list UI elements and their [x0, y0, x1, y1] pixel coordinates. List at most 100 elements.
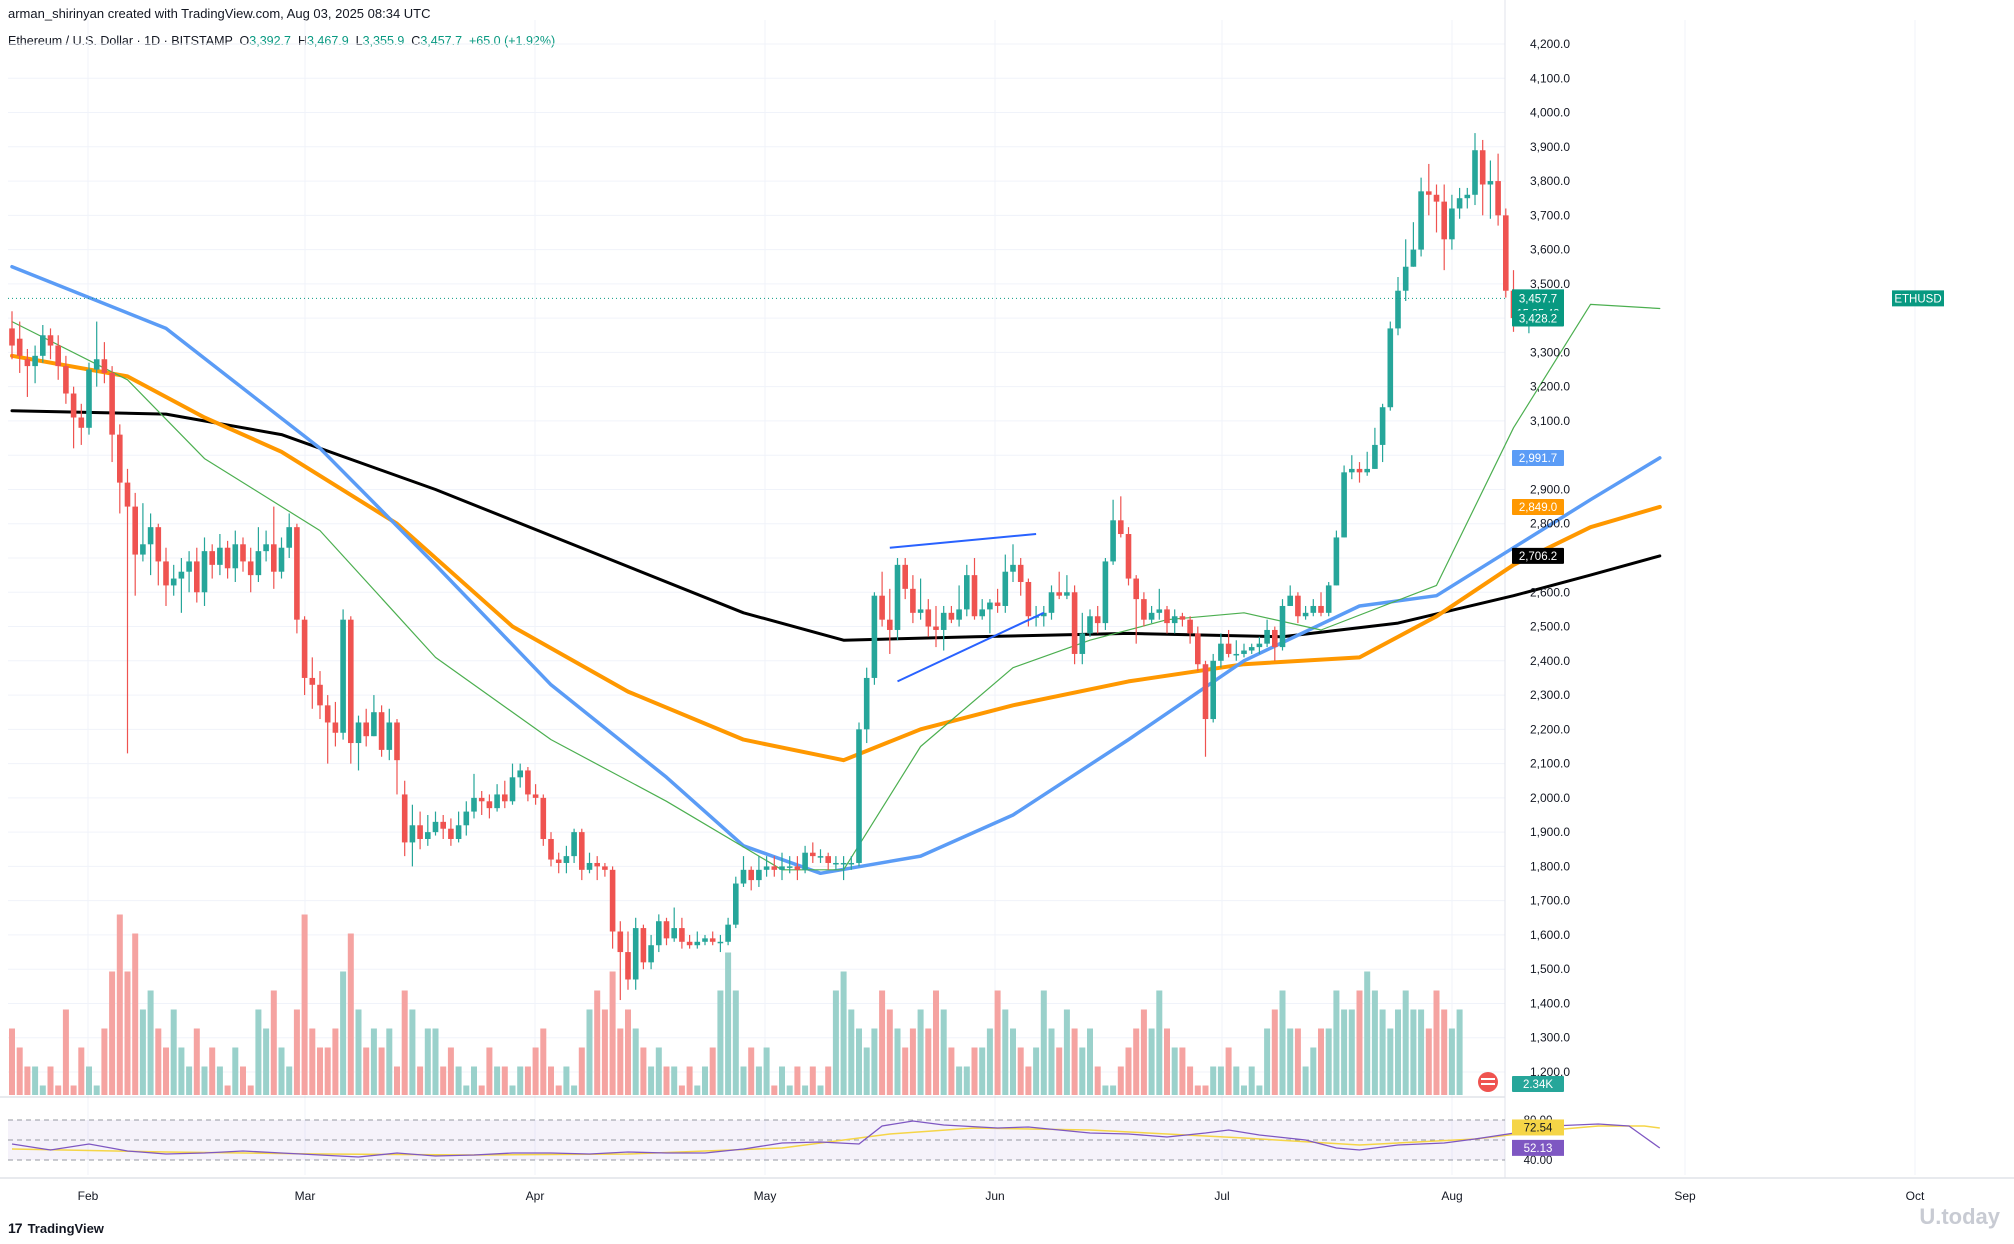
- candle: [1164, 605, 1170, 634]
- volume-bar: [809, 1066, 816, 1095]
- candle: [525, 767, 531, 802]
- volume-bar: [147, 990, 154, 1095]
- candle: [155, 523, 162, 586]
- candle-body: [1210, 660, 1216, 720]
- candle: [1202, 660, 1209, 757]
- candle-body: [1302, 612, 1309, 617]
- candle-body: [417, 825, 423, 839]
- candle-body: [794, 866, 801, 870]
- volume-bar: [1441, 1009, 1448, 1095]
- ma-orange-value-tag: 2,849.0: [1512, 498, 1564, 515]
- volume-bar: [424, 1028, 431, 1095]
- volume-bar: [1425, 1028, 1432, 1095]
- candle: [994, 588, 1001, 613]
- candle: [486, 794, 493, 819]
- candle-body: [579, 832, 585, 870]
- volume-bar: [763, 1047, 770, 1095]
- candle: [463, 801, 470, 836]
- time-tick-label: Jun: [985, 1189, 1004, 1203]
- volume-bar: [16, 1047, 23, 1095]
- candle: [309, 657, 316, 709]
- volume-bar: [894, 1028, 901, 1095]
- candle: [1187, 616, 1193, 644]
- volume-bar: [694, 1085, 701, 1095]
- candle-body: [9, 328, 15, 346]
- candle-body: [1487, 181, 1494, 185]
- candle: [1333, 530, 1340, 586]
- volume-bar: [324, 1047, 331, 1095]
- candle: [448, 818, 454, 846]
- candle-body: [502, 794, 508, 802]
- volume-bar: [925, 1028, 932, 1095]
- candle-body: [455, 825, 462, 839]
- volume-bar: [440, 1066, 447, 1095]
- candle: [240, 537, 246, 572]
- candle-body: [286, 527, 292, 548]
- candle: [1141, 592, 1147, 627]
- volume-bar: [432, 1028, 439, 1095]
- volume-bar: [247, 1085, 254, 1095]
- candle-body: [786, 866, 793, 868]
- candle: [625, 931, 631, 990]
- tradingview-logo[interactable]: 17 TradingView: [8, 1220, 104, 1236]
- candle: [1110, 499, 1116, 565]
- volume-bar: [1325, 1028, 1332, 1095]
- ma-black-value-tag-text: 2,706.2: [1519, 551, 1557, 563]
- candle: [794, 856, 801, 881]
- candle: [332, 701, 339, 747]
- candle: [1503, 208, 1509, 298]
- candle-body: [1410, 249, 1417, 267]
- candle-body: [925, 609, 932, 627]
- candle-body: [394, 722, 400, 761]
- rsi-ma-tag-bg: [1512, 1119, 1564, 1136]
- ma-fast-value-tag-text: 3,428.2: [1519, 313, 1557, 325]
- volume-bars: [9, 914, 1463, 1095]
- price-tick-label: 3,600.0: [1530, 243, 1570, 257]
- volume-bar: [1410, 1009, 1417, 1095]
- candle-body: [1241, 650, 1247, 654]
- candle-body: [463, 811, 470, 826]
- candle: [640, 924, 647, 970]
- candle-body: [1402, 266, 1409, 291]
- price-tick-label: 4,100.0: [1530, 71, 1570, 85]
- candle: [16, 321, 23, 373]
- volume-bar: [386, 1028, 393, 1095]
- candle: [671, 907, 677, 942]
- candle: [247, 547, 254, 593]
- candle-body: [940, 612, 947, 630]
- volume-bar: [124, 971, 131, 1095]
- candle-body: [117, 434, 123, 483]
- volume-bar: [1187, 1066, 1194, 1095]
- volume-bar: [1194, 1085, 1201, 1095]
- volume-bar: [1402, 990, 1409, 1095]
- volume-bar: [948, 1047, 955, 1095]
- candle-body: [1433, 194, 1440, 202]
- volume-bar: [956, 1066, 963, 1095]
- candle: [840, 856, 847, 881]
- volume-bar: [1117, 1066, 1124, 1095]
- candle: [455, 811, 462, 843]
- candle: [786, 856, 793, 874]
- volume-bar: [478, 1085, 485, 1095]
- price-tick-label: 3,500.0: [1530, 277, 1570, 291]
- volume-bar: [1271, 1009, 1278, 1095]
- candle: [555, 852, 562, 874]
- candle-body: [232, 544, 239, 569]
- candle: [93, 321, 100, 387]
- volume-bar: [686, 1066, 693, 1095]
- candle: [1456, 187, 1463, 219]
- candle: [363, 708, 369, 747]
- candle: [340, 609, 346, 740]
- tv-logo-icon: 17: [8, 1220, 23, 1236]
- ma-fast-value-tag: 3,428.2: [1512, 310, 1564, 327]
- candle-body: [24, 359, 31, 367]
- volume-bar: [732, 990, 739, 1095]
- candle: [532, 784, 539, 805]
- volume-bar: [1302, 1066, 1309, 1095]
- volume-bar: [663, 1066, 670, 1095]
- candle: [378, 705, 385, 757]
- candle-body: [1133, 578, 1139, 600]
- price-tick-label: 2,600.0: [1530, 585, 1570, 599]
- candle: [632, 917, 639, 990]
